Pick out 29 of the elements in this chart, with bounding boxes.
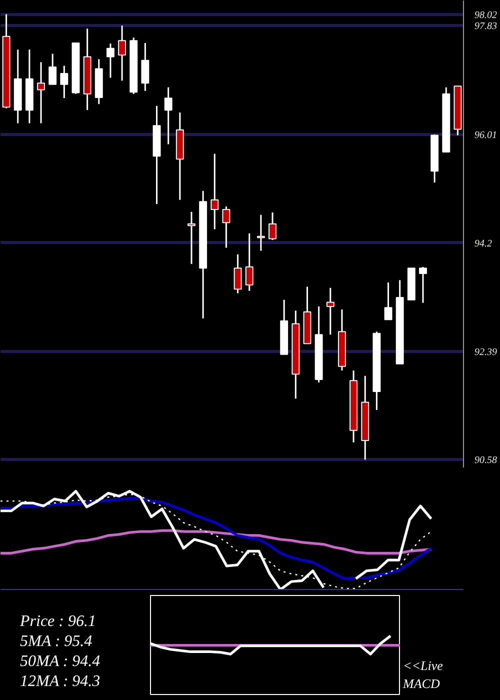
candlestick [326, 287, 334, 336]
candlestick [245, 232, 254, 292]
candlestick [118, 24, 126, 82]
y-tick-label: 94.2 [474, 238, 492, 250]
text: 5MA : 95.4 [20, 632, 92, 652]
candlestick [37, 61, 45, 124]
text: MACD [403, 675, 440, 693]
text: Price : 96.1 [20, 612, 96, 632]
candlestick [210, 153, 219, 230]
candlestick [164, 86, 172, 145]
candlestick [188, 211, 196, 265]
y-tick-label: 92.39 [474, 346, 497, 358]
candlestick [419, 266, 427, 304]
y-tick-label: 96.01 [474, 130, 497, 142]
candlestick [222, 206, 230, 249]
y-tick-label: 90.58 [474, 455, 497, 466]
y-tick-label: 97.83 [474, 21, 497, 32]
text: 50MA : 94.4 [20, 652, 100, 672]
candlestick [256, 214, 265, 252]
text: <<Live [403, 657, 443, 675]
candlestick [48, 53, 57, 86]
candlestick [60, 65, 68, 99]
candlestick [234, 254, 242, 294]
candlestick [141, 42, 150, 92]
y-tick-label: 98.02 [474, 10, 497, 21]
text: 12MA : 94.3 [20, 672, 100, 692]
candlestick [268, 212, 276, 241]
candlestick [106, 42, 114, 78]
candlestick [384, 282, 392, 320]
